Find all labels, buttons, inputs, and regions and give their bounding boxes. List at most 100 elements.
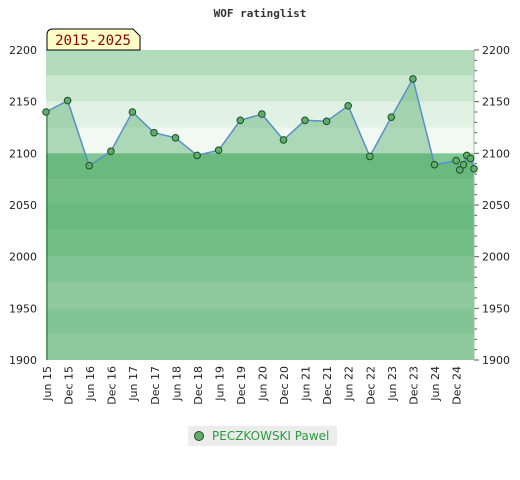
x-tick-label: Jun 21: [300, 366, 313, 402]
data-point: [366, 152, 374, 161]
background-band: [46, 50, 474, 76]
grid-ticks: [473, 49, 479, 361]
x-tick-label: Jun 16: [84, 366, 97, 402]
x-tick-label: Jun 18: [170, 366, 183, 402]
y-tick-label-right: 1950: [482, 302, 510, 315]
y-tick-label-right: 2000: [482, 251, 510, 264]
x-tick-label: Dec 23: [407, 366, 420, 405]
background-band: [46, 153, 474, 180]
background-band: [46, 256, 474, 283]
y-axis-left: 1900 1950 2000 2050 2100 2150 2200: [9, 44, 37, 367]
y-tick-label-left: 2100: [9, 147, 37, 160]
x-tick: Dec 18: [192, 366, 205, 405]
x-tick-label: Jun 23: [386, 366, 399, 402]
data-point: [193, 151, 201, 160]
data-point: [470, 165, 478, 173]
x-tick: Jun 18: [170, 366, 183, 402]
y-axis-right: 1900 1950 2000 2050 2100 2150 2200: [482, 44, 510, 367]
background-band: [46, 282, 474, 309]
x-tick: Jun 20: [257, 366, 270, 402]
x-tick-label: Dec 19: [235, 366, 248, 405]
period-label: 2015-2025: [55, 33, 131, 49]
chart-title: WOF ratinglist: [214, 7, 307, 20]
background-band: [46, 179, 474, 205]
x-tick: Jun 15: [41, 366, 54, 402]
x-tick-label: Jun 19: [213, 366, 226, 402]
data-point: [452, 156, 461, 165]
y-tick-label-left: 2050: [9, 199, 37, 212]
period-badge: 2015-2025: [46, 28, 141, 51]
x-tick: Dec 20: [278, 366, 291, 405]
series-area-fill: [46, 78, 474, 361]
y-tick-label-right: 2050: [482, 199, 510, 212]
y-tick-label-left: 1900: [9, 354, 37, 367]
data-point: [279, 136, 288, 144]
x-tick-label: Dec 24: [450, 366, 463, 405]
data-point: [236, 116, 245, 125]
background-band: [46, 230, 474, 257]
background-band: [46, 334, 474, 360]
x-tick-label: Dec 18: [192, 366, 205, 405]
data-point: [387, 113, 396, 121]
data-point: [107, 147, 115, 156]
data-point: [430, 160, 439, 169]
data-point: [214, 146, 223, 154]
x-axis: Jun 15 Dec 15 Jun 16 Dec 16 Jun 17 Dec 17 Jun …: [41, 366, 463, 405]
y-tick-label-left: 1950: [9, 302, 37, 315]
data-point: [301, 116, 309, 125]
data-point: [409, 75, 417, 83]
data-point: [42, 108, 50, 116]
x-tick-label: Dec 20: [278, 366, 291, 405]
data-point: [322, 117, 331, 126]
data-point: [466, 154, 475, 163]
x-tick-label: Dec 21: [321, 366, 334, 405]
legend-marker-icon: [194, 431, 204, 441]
y-tick-label-right: 2100: [482, 147, 510, 160]
x-tick: Dec 19: [235, 366, 248, 405]
x-tick: Jun 17: [127, 366, 140, 402]
x-tick: Dec 16: [106, 366, 119, 405]
background-band: [46, 308, 474, 335]
y-tick-label-left: 2200: [9, 44, 37, 57]
x-tick-label: Jun 17: [127, 366, 140, 402]
data-point: [85, 161, 93, 170]
data-point: [150, 128, 158, 137]
x-tick: Jun 19: [213, 366, 226, 402]
y-tick-label-right: 1900: [482, 354, 510, 367]
x-tick-label: Jun 20: [257, 366, 270, 402]
y-tick-label-right: 2150: [482, 96, 510, 109]
data-point: [456, 166, 464, 174]
x-tick: Dec 24: [450, 366, 463, 405]
x-tick-label: Jun 15: [41, 366, 54, 402]
background-band: [46, 205, 474, 231]
x-tick: Dec 21: [321, 366, 334, 405]
data-point: [63, 96, 72, 105]
background-bands: [46, 50, 474, 360]
series-area: [46, 78, 474, 361]
data-point: [258, 110, 266, 118]
x-tick: Jun 22: [343, 366, 356, 402]
x-tick-label: Dec 16: [106, 366, 119, 405]
data-points: [42, 75, 478, 174]
x-tick-label: Dec 17: [149, 366, 162, 405]
x-tick: Jun 16: [84, 366, 97, 402]
x-tick: Dec 22: [364, 366, 377, 405]
x-tick-label: Dec 15: [63, 366, 76, 405]
data-point: [171, 134, 180, 142]
y-tick-label-left: 2000: [9, 251, 37, 264]
data-point: [344, 102, 353, 110]
x-tick: Jun 21: [300, 366, 313, 402]
data-point: [128, 108, 137, 116]
x-tick: Jun 23: [386, 366, 399, 402]
data-point: [459, 160, 468, 169]
legend: PECZKOWSKI Pawel: [188, 426, 338, 446]
y-tick-label-left: 2150: [9, 96, 37, 109]
y-tick-label-right: 2200: [482, 44, 510, 57]
x-tick: Dec 15: [63, 366, 76, 405]
x-tick-label: Jun 22: [343, 366, 356, 402]
x-tick: Dec 17: [149, 366, 162, 405]
x-tick: Dec 23: [407, 366, 420, 405]
x-tick-label: Jun 24: [429, 366, 442, 402]
x-tick: Jun 24: [429, 366, 442, 402]
